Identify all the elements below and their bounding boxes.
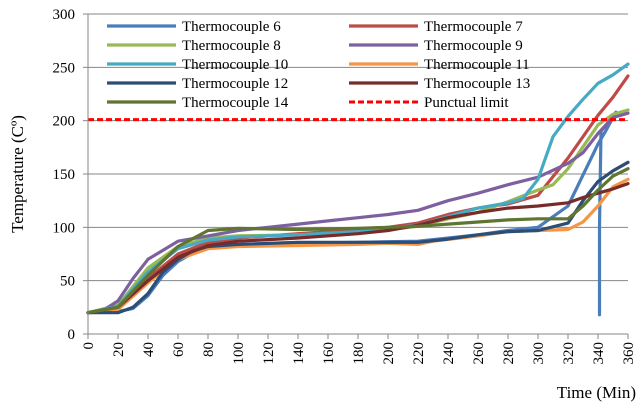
x-tick-label: 280: [501, 342, 517, 365]
x-tick-label: 20: [111, 342, 127, 357]
y-tick-label: 0: [68, 327, 76, 343]
series-line-thermocouple-10: [86, 62, 630, 315]
y-tick-label: 300: [53, 7, 76, 23]
x-tick-label: 180: [351, 342, 367, 365]
legend-label: Thermocouple 10: [182, 57, 288, 73]
legend-label: Thermocouple 6: [182, 19, 281, 35]
series-line-thermocouple-8: [86, 108, 630, 315]
x-tick-label: 120: [261, 342, 277, 365]
series-line-thermocouple-14: [86, 167, 630, 315]
x-tick-label: 140: [291, 342, 307, 365]
x-tick-label: 260: [471, 342, 487, 365]
legend-label: Punctual limit: [424, 95, 509, 111]
legend-label: Thermocouple 14: [182, 95, 289, 111]
legend-label: Thermocouple 9: [424, 38, 523, 54]
series-lines: [86, 62, 630, 317]
x-axis-title: Time (Min): [557, 383, 636, 402]
x-tick-label: 320: [561, 342, 577, 365]
x-tick-labels: 0 20 40 60 80 100 120 140 160 180 200 220 240 260 280 3…: [81, 342, 637, 365]
series-line-thermocouple-9: [86, 111, 630, 315]
legend-label: Thermocouple 8: [182, 38, 281, 54]
x-tick-label: 0: [81, 342, 97, 350]
legend-label: Thermocouple 11: [424, 57, 530, 73]
x-tick-label: 100: [231, 342, 247, 365]
y-tick-label: 100: [53, 220, 76, 236]
x-tick-label: 40: [141, 342, 157, 357]
series-line-thermocouple-7: [86, 74, 630, 315]
x-tick-label: 200: [381, 342, 397, 365]
x-tick-label: 80: [201, 342, 217, 357]
y-tick-label: 200: [53, 114, 76, 130]
x-tick-label: 360: [621, 342, 637, 365]
x-tick-label: 160: [321, 342, 337, 365]
x-tick-label: 300: [531, 342, 547, 365]
x-tick-label: 60: [171, 342, 187, 357]
x-tick-label: 220: [411, 342, 427, 365]
x-tick-label: 340: [591, 342, 607, 365]
x-tick-label: 240: [441, 342, 457, 365]
y-tick-label: 50: [60, 274, 75, 290]
legend-label: Thermocouple 13: [424, 76, 530, 92]
series-line-thermocouple-6: [86, 110, 618, 317]
legend: Thermocouple 6 Thermocouple 7 Thermocouple…: [107, 19, 530, 111]
y-axis-title: Temperature (Cº): [8, 115, 27, 233]
axes: [83, 13, 629, 339]
y-tick-label: 150: [53, 167, 76, 183]
legend-label: Thermocouple 12: [182, 76, 288, 92]
grid-lines: [88, 13, 628, 282]
legend-label: Thermocouple 7: [424, 19, 523, 35]
y-tick-labels: 0 50 100 150 200 250 300: [53, 7, 76, 343]
y-tick-label: 250: [53, 60, 76, 76]
